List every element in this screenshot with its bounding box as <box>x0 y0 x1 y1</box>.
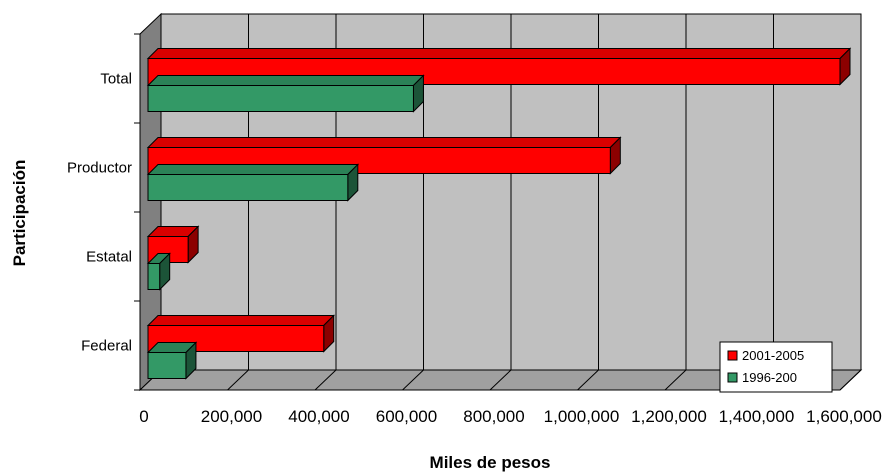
x-tick-label: 1,200,000 <box>631 407 707 426</box>
x-tick-label: 0 <box>139 407 148 426</box>
bar <box>146 74 425 113</box>
bar <box>146 163 360 202</box>
x-tick-label: 1,000,000 <box>544 407 620 426</box>
bar <box>146 252 171 291</box>
category-label: Federal <box>81 338 132 355</box>
floor-gridline <box>664 369 687 391</box>
legend-label: 1996-200 <box>742 370 797 385</box>
category-label: Productor <box>67 160 132 177</box>
floor-gridline <box>577 369 599 391</box>
legend-swatch <box>727 350 738 361</box>
legend-swatch <box>727 372 738 383</box>
category-label: Total <box>100 71 132 88</box>
floor-gridline <box>489 369 512 391</box>
category-axis: Total Productor Estatal Federal <box>67 33 140 391</box>
bar <box>146 341 198 380</box>
floor-gridline <box>402 369 424 391</box>
x-tick-label: 200,000 <box>201 407 262 426</box>
x-tick-label: 400,000 <box>288 407 349 426</box>
x-tick-label: 1,400,000 <box>719 407 795 426</box>
floor-gridline <box>227 369 249 391</box>
x-tick-label: 800,000 <box>463 407 524 426</box>
y-axis-title: Participación <box>10 160 29 267</box>
category-label: Estatal <box>86 249 132 266</box>
x-axis-title: Miles de pesos <box>430 453 551 472</box>
value-axis: 0 200,000 400,000 600,000 800,000 1,000,000 1,… <box>139 407 882 426</box>
x-tick-label: 1,600,000 <box>806 407 882 426</box>
bars <box>146 47 852 380</box>
floor-gridline <box>839 369 862 391</box>
legend: 2001-2005 1996-200 <box>719 341 833 393</box>
floor-gridline <box>314 369 337 391</box>
x-tick-label: 600,000 <box>376 407 437 426</box>
legend-box <box>719 341 833 393</box>
legend-label: 2001-2005 <box>742 348 804 363</box>
